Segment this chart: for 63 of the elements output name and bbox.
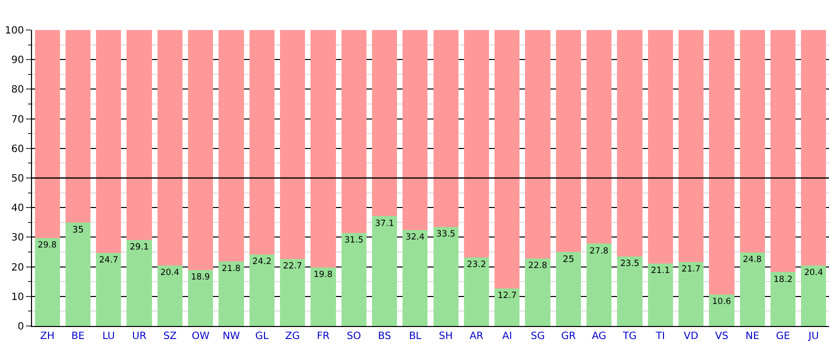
data-label: 29.8 [38,239,57,250]
x-tick-label: TG [622,331,637,342]
x-tick-label: GE [776,331,790,342]
data-label: 37.1 [374,218,394,229]
data-label: 21.1 [650,266,670,276]
data-label: 29.1 [130,242,149,253]
data-label: 10.6 [712,296,732,306]
data-label: 32.4 [406,232,424,242]
data-label: 21.7 [682,264,701,274]
y-tick-label: 10 [11,292,24,303]
data-label: 23.2 [466,260,486,270]
data-label: 22.7 [283,261,302,272]
data-label: 24.2 [252,257,272,268]
x-tick-label: SO [346,331,362,342]
x-tick-label: BS [378,331,392,342]
data-label: 20.4 [804,267,823,278]
x-tick-label: ZH [40,331,55,342]
data-label: 31.5 [344,235,364,246]
x-tick-label: UR [132,331,146,342]
x-tick-label: GR [561,331,576,342]
data-label: 18.9 [191,272,210,282]
x-tick-label: AR [470,331,484,342]
data-label: 27.8 [590,245,608,256]
y-tick-label: 90 [11,55,24,66]
y-tick-label: 60 [11,144,24,155]
y-tick-label: 100 [4,26,24,36]
x-tick-label: SG [530,331,545,342]
x-tick-label: VD [684,331,699,342]
x-tick-label: SZ [163,331,177,342]
x-tick-label: ZG [285,331,300,342]
data-label: 24.8 [742,254,762,264]
x-tick-label: BE [71,331,85,342]
x-tick-label: GL [255,331,269,342]
y-tick-label: 50 [11,174,24,184]
x-tick-label: NW [222,331,240,342]
data-label: 23.5 [620,259,640,270]
x-tick-label: AG [592,331,606,342]
data-label: 35 [72,225,84,236]
y-tick-label: 40 [11,203,24,214]
data-label: 22.8 [528,260,548,270]
data-label: 19.8 [314,268,333,279]
x-tick-label: LU [102,331,115,342]
x-tick-label: AI [502,331,512,342]
y-tick-label: 30 [11,232,24,244]
x-tick-label: JU [808,331,819,342]
x-tick-label: SH [438,331,453,342]
x-tick-label: OW [192,331,210,342]
x-tick-label: FR [316,331,330,342]
data-label: 33.5 [436,230,456,240]
x-tick-label: TI [654,331,665,342]
x-tick-label: VS [715,331,728,342]
y-tick-label: 70 [11,114,24,126]
x-tick-label: NE [745,331,760,342]
data-label: 25 [562,255,574,265]
y-tick-label: 20 [11,262,24,274]
data-label: 20.4 [160,267,180,278]
x-tick-label: BL [408,331,422,342]
data-label: 24.7 [99,256,118,266]
y-tick-label: 80 [11,84,24,96]
data-label: 18.2 [773,274,793,285]
y-tick-label: 0 [18,322,24,332]
data-label: 21.8 [222,263,241,274]
data-label: 12.7 [498,291,517,302]
